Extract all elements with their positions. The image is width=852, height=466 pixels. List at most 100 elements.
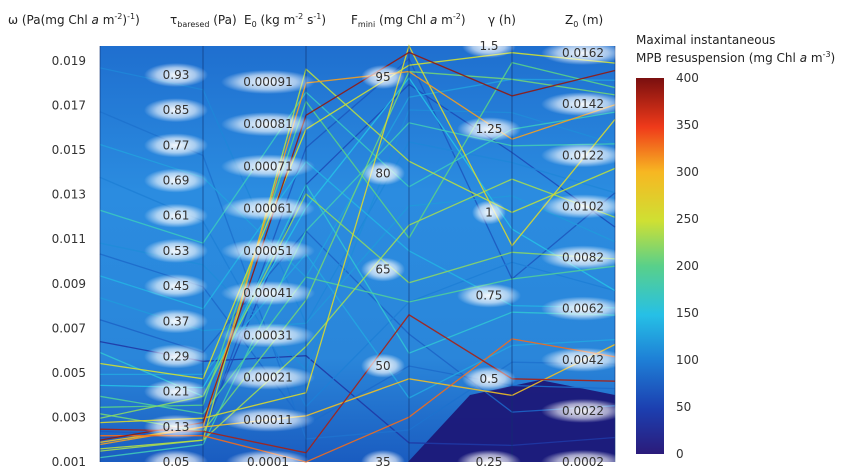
tick-glow bbox=[221, 196, 315, 221]
gamma-tick-label: 1.25 bbox=[476, 122, 503, 136]
Fmini-tick-label: 95 bbox=[375, 70, 390, 84]
tick-glow bbox=[221, 238, 315, 263]
tick-glow bbox=[541, 41, 625, 65]
E0-tick-label: 0.00071 bbox=[243, 159, 293, 173]
y-tick-labels: 0.001 0.003 0.005 0.007 0.009 0.011 0.013 0.015… bbox=[52, 54, 86, 466]
tick-glow bbox=[221, 407, 315, 432]
tau-tick-label: 0.77 bbox=[163, 138, 190, 152]
omega-tick-label: 0.011 bbox=[52, 232, 86, 246]
tick-glow bbox=[144, 274, 208, 299]
tick-glow bbox=[472, 200, 506, 225]
Z0-tick-label: 0.0042 bbox=[562, 353, 604, 367]
colorbar-tick-label: 250 bbox=[676, 212, 699, 226]
axis-title-Fmini: Fmini (mg Chl a m-2) bbox=[351, 12, 466, 29]
gamma-tick-label: 1.5 bbox=[479, 39, 498, 53]
E0-tick-label: 0.00021 bbox=[243, 371, 293, 385]
tick-glow bbox=[144, 238, 208, 263]
colorbar-title-line1: Maximal instantaneous bbox=[636, 33, 775, 47]
tick-glow bbox=[144, 379, 208, 404]
axis-title-Z0: Z0 (m) bbox=[565, 13, 603, 29]
omega-tick-label: 0.009 bbox=[52, 277, 86, 291]
Z0-tick-label: 0.0082 bbox=[562, 251, 604, 265]
axis-title-omega: ω (Pa(mg Chl a m-2)-1) bbox=[8, 12, 140, 27]
E0-tick-label: 0.00031 bbox=[243, 328, 293, 342]
Z0-tick-label: 0.0022 bbox=[562, 404, 604, 418]
tick-glow bbox=[541, 143, 625, 168]
tau-tick-label: 0.13 bbox=[163, 420, 190, 434]
tick-glow bbox=[541, 245, 625, 270]
colorbar-tick-label: 100 bbox=[676, 353, 699, 367]
tick-glow bbox=[361, 450, 405, 466]
colorbar-gradient bbox=[636, 78, 664, 454]
tick-glow bbox=[361, 257, 405, 282]
tick-glow bbox=[541, 296, 625, 321]
colorbar-title-line2: MPB resuspension (mg Chl a m-3) bbox=[636, 50, 835, 65]
series-line-7 bbox=[99, 122, 616, 459]
axis-title-tau: τbaresed (Pa) bbox=[170, 13, 237, 29]
Fmini-tick-label: 65 bbox=[375, 263, 390, 277]
series-line-13 bbox=[99, 67, 616, 450]
omega-tick-label: 0.001 bbox=[52, 455, 86, 466]
tick-glow bbox=[221, 70, 315, 94]
tick-glow bbox=[144, 203, 208, 228]
colorbar-tick-label: 350 bbox=[676, 118, 699, 132]
tick-glow bbox=[541, 92, 625, 117]
colorbar-ticks: 0 50 100 150 200 250 300 350 400 bbox=[676, 71, 699, 461]
tick-glow bbox=[361, 353, 405, 378]
tau-tick-label: 0.53 bbox=[163, 244, 190, 258]
series-line-24 bbox=[99, 91, 616, 244]
tick-glow bbox=[144, 309, 208, 334]
omega-tick-label: 0.017 bbox=[52, 99, 86, 113]
series-line-23 bbox=[99, 160, 616, 310]
tick-glow bbox=[144, 98, 208, 123]
series-line-14 bbox=[99, 61, 616, 408]
tau-tick-label: 0.21 bbox=[163, 385, 190, 399]
E0-tick-label: 0.0001 bbox=[247, 455, 289, 466]
tick-glow bbox=[462, 34, 516, 58]
tick-glow bbox=[144, 414, 208, 439]
gamma-tick-label: 0.25 bbox=[476, 455, 503, 466]
tick-glow bbox=[457, 117, 521, 142]
tick-glow bbox=[457, 283, 521, 308]
E0-tick-label: 0.00061 bbox=[243, 202, 293, 216]
tau-tick-label: 0.29 bbox=[163, 350, 190, 364]
gamma-tick-label: 1 bbox=[485, 205, 493, 219]
tick-glow bbox=[144, 63, 208, 87]
omega-tick-label: 0.015 bbox=[52, 143, 86, 157]
tau-tick-label: 0.61 bbox=[163, 209, 190, 223]
colorbar-tick-label: 50 bbox=[676, 400, 691, 414]
plot-area: 0.05 0.13 0.21 0.29 0.37 0.45 0.53 0.61 0.69 0.77… bbox=[99, 34, 625, 466]
tick-glow bbox=[144, 344, 208, 369]
tau-tick-label: 0.37 bbox=[163, 314, 190, 328]
Z0-tick-label: 0.0142 bbox=[562, 97, 604, 111]
E0-tick-label: 0.00041 bbox=[243, 286, 293, 300]
tick-glow bbox=[462, 366, 516, 391]
tick-glow bbox=[221, 281, 315, 306]
tick-glow bbox=[221, 365, 315, 390]
Fmini-tick-label: 50 bbox=[375, 359, 390, 373]
E0-tick-label: 0.00011 bbox=[243, 413, 293, 427]
colorbar-tick-label: 150 bbox=[676, 306, 699, 320]
tau-tick-label: 0.93 bbox=[163, 68, 190, 82]
tick-glow bbox=[221, 112, 315, 137]
tick-glow bbox=[221, 323, 315, 348]
omega-tick-label: 0.005 bbox=[52, 366, 86, 380]
Fmini-tick-label: 35 bbox=[375, 455, 390, 466]
Z0-tick-label: 0.0062 bbox=[562, 302, 604, 316]
tick-glow bbox=[221, 154, 315, 179]
colorbar-tick-label: 200 bbox=[676, 259, 699, 273]
omega-tick-label: 0.013 bbox=[52, 188, 86, 202]
tick-glow bbox=[541, 450, 625, 466]
Fmini-tick-label: 80 bbox=[375, 166, 390, 180]
tau-tick-label: 0.85 bbox=[163, 103, 190, 117]
tick-glow bbox=[226, 450, 310, 466]
tau-tick-label: 0.69 bbox=[163, 174, 190, 188]
omega-tick-label: 0.007 bbox=[52, 321, 86, 335]
E0-tick-label: 0.00081 bbox=[243, 117, 293, 131]
colorbar: Maximal instantaneous MPB resuspension (… bbox=[636, 33, 835, 461]
axis-title-E0: E0 (kg m-2 s-1) bbox=[244, 12, 326, 29]
axes: 0.05 0.13 0.21 0.29 0.37 0.45 0.53 0.61 0.69 0.77… bbox=[99, 34, 625, 466]
omega-tick-label: 0.019 bbox=[52, 54, 86, 68]
tick-glow bbox=[144, 168, 208, 193]
